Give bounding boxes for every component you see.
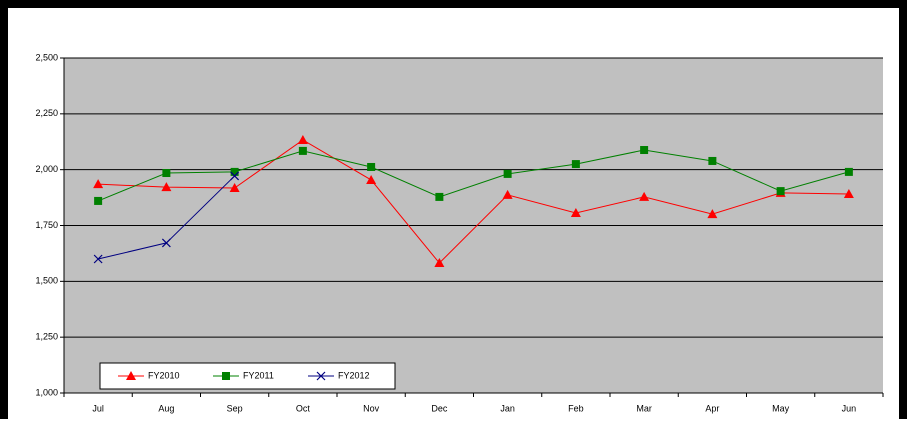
data-point: [162, 169, 170, 177]
x-tick-label: Apr: [705, 403, 719, 413]
chart: 1,000 1,250 1,500 1,750 2,000 2,250 2,500 Jul Au…: [0, 0, 907, 419]
legend-label: FY2010: [148, 370, 180, 380]
legend-marker: [222, 372, 230, 380]
x-tick-label: Sep: [227, 403, 243, 413]
x-tick-label: Oct: [296, 403, 311, 413]
data-point: [435, 193, 443, 201]
x-tick-label: Jul: [92, 403, 104, 413]
x-tick-label: May: [772, 403, 790, 413]
data-point: [777, 187, 785, 195]
y-tick-label: 1,000: [35, 387, 58, 397]
y-tick-label: 2,000: [35, 164, 58, 174]
y-tick-label: 1,750: [35, 220, 58, 230]
x-tick-label: Aug: [158, 403, 174, 413]
data-point: [708, 157, 716, 165]
data-point: [640, 146, 648, 154]
y-tick-label: 2,500: [35, 52, 58, 62]
x-tick-label: Jun: [842, 403, 857, 413]
legend-label: FY2011: [243, 370, 274, 380]
y-tick-label: 2,250: [35, 108, 58, 118]
x-tick-label: Dec: [431, 403, 448, 413]
data-point: [231, 168, 239, 176]
data-point: [504, 170, 512, 178]
data-point: [299, 147, 307, 155]
data-point: [367, 163, 375, 171]
data-point: [94, 197, 102, 205]
legend-label: FY2012: [338, 370, 370, 380]
data-point: [845, 168, 853, 176]
x-tick-label: Nov: [363, 403, 380, 413]
x-tick-label: Jan: [500, 403, 515, 413]
x-tick-label: Mar: [636, 403, 652, 413]
data-point: [572, 160, 580, 168]
y-tick-label: 1,250: [35, 332, 58, 342]
x-tick-label: Feb: [568, 403, 584, 413]
y-tick-label: 1,500: [35, 276, 58, 286]
